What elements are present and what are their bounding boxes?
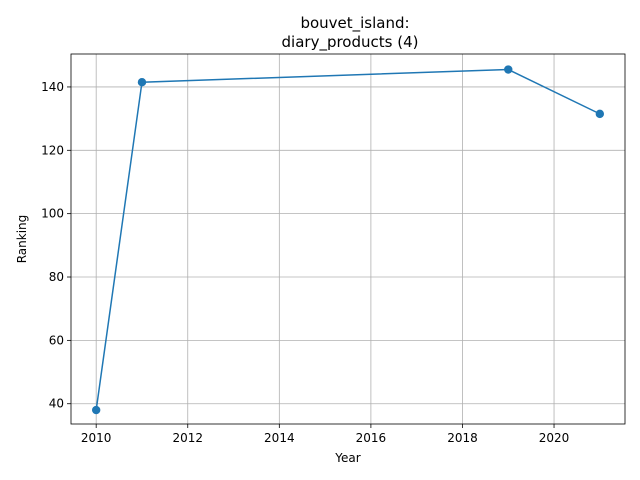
data-series (91, 65, 605, 415)
series-line (95, 68, 601, 411)
y-tick-label: 40 (49, 397, 64, 411)
y-tick-label: 100 (41, 207, 64, 221)
x-tick-label: 2018 (447, 431, 478, 445)
y-tick-label: 60 (49, 333, 64, 347)
chart-title-line2: diary_products (4) (282, 33, 419, 52)
x-tick-label: 2020 (539, 431, 570, 445)
y-tick-label: 80 (49, 270, 64, 284)
grid-lines (71, 54, 625, 424)
plot-frame (70, 53, 626, 425)
data-point-marker (137, 77, 147, 87)
y-tick-label: 140 (41, 80, 64, 94)
x-tick-label: 2012 (172, 431, 203, 445)
data-point-marker (595, 109, 605, 119)
axis-ticks: 2010 2012 2014 2016 2018 2020 40 60 80 100 120 140 (41, 80, 569, 445)
x-tick-label: 2010 (81, 431, 112, 445)
data-point-marker (504, 65, 513, 74)
y-tick-label: 120 (41, 143, 64, 157)
x-tick-label: 2014 (264, 431, 295, 445)
data-point-marker (91, 405, 101, 415)
x-axis-label: Year (334, 451, 360, 465)
y-axis-label: Ranking (15, 215, 29, 264)
chart-title-line1: bouvet_island: (300, 14, 409, 33)
x-tick-label: 2016 (356, 431, 387, 445)
